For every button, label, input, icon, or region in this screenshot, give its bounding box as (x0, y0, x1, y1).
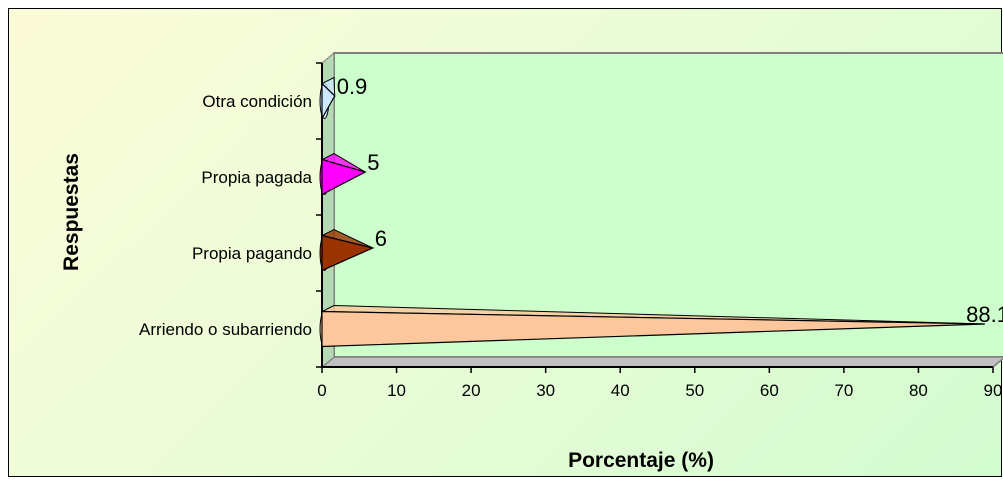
data-label: 0.9 (337, 74, 368, 99)
floor (319, 356, 1003, 368)
chart-area: 0 10 20 30 40 50 60 70 80 90 Arriendo o subarriend… (8, 8, 1003, 477)
cone-bar (319, 305, 985, 348)
cone-front-face (321, 234, 375, 272)
cone-front-face (321, 158, 367, 196)
cones (319, 76, 985, 348)
category-label: Otra condición (202, 92, 312, 111)
x-tick-label: 50 (685, 381, 704, 400)
data-label: 6 (375, 226, 387, 251)
x-axis-title: Porcentaje (%) (568, 449, 714, 472)
x-tick-label: 80 (909, 381, 928, 400)
x-tick-label: 40 (611, 381, 630, 400)
category-label: Propia pagando (192, 244, 312, 263)
cone-bar (319, 152, 367, 196)
y-axis-title: Respuestas (60, 153, 83, 271)
cone-bar (319, 76, 336, 121)
labels: 0 10 20 30 40 50 60 70 80 90 Arriendo o subarriend… (139, 74, 1003, 400)
x-tick-label: 10 (387, 381, 406, 400)
cone-bar (319, 228, 375, 272)
x-tick-label: 70 (834, 381, 853, 400)
x-tick-label: 20 (462, 381, 481, 400)
cone-front-face (321, 310, 985, 348)
x-tick-label: 60 (760, 381, 779, 400)
data-label: 88.1 (966, 302, 1003, 327)
x-tick-label: 30 (536, 381, 555, 400)
cone-front-face (321, 82, 336, 121)
category-label: Propia pagada (201, 168, 312, 187)
x-tick-label: 0 (317, 381, 326, 400)
data-label: 5 (367, 150, 379, 175)
category-label: Arriendo o subarriendo (139, 320, 312, 339)
x-tick-label: 90 (984, 381, 1003, 400)
cone-bar-chart: 0 10 20 30 40 50 60 70 80 90 Arriendo o subarriend… (60, 51, 1003, 472)
